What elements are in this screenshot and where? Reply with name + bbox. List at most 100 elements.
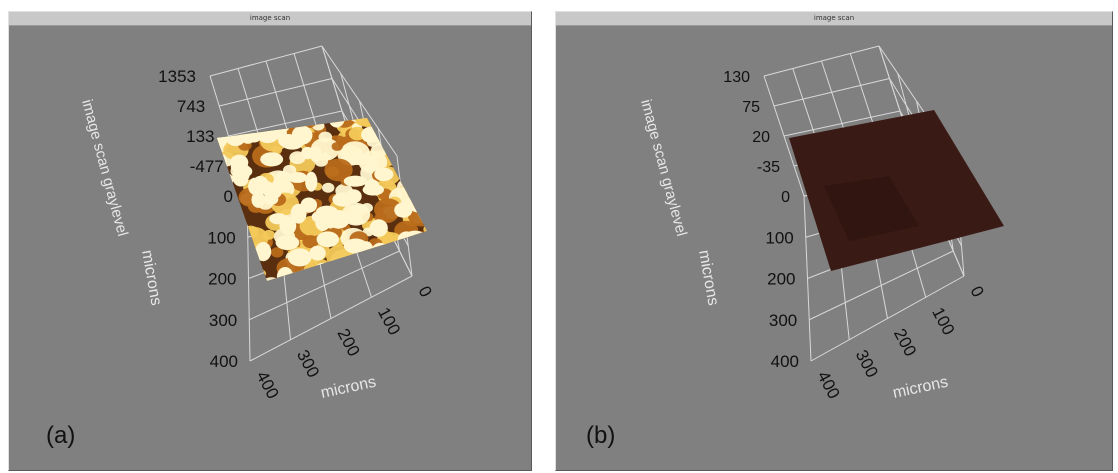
surface-grain <box>217 118 221 123</box>
surface-grain <box>240 278 259 281</box>
surface-highlight <box>366 155 379 167</box>
surface-highlight <box>291 125 313 145</box>
surface-highlight <box>255 241 272 262</box>
x-tick-label: 200 <box>890 325 920 359</box>
floor-line <box>249 250 400 321</box>
window-title-b: image scan <box>556 12 1112 26</box>
surface-highlight <box>275 235 300 251</box>
back-wall-horizontal <box>783 110 901 137</box>
surface-grain <box>387 131 408 148</box>
surface-plot-b: 1307520-3501002003004004003002001000imag… <box>637 45 1004 402</box>
surface-highlight <box>395 124 415 145</box>
surface-highlight <box>343 175 367 187</box>
surface-grain <box>410 242 427 266</box>
surface-highlight <box>223 118 245 135</box>
surface-grain <box>410 122 427 137</box>
y-tick-label: 200 <box>208 270 236 289</box>
x-tick-label: 200 <box>333 325 363 359</box>
surface-grain <box>347 273 360 281</box>
y-tick-label: 300 <box>769 311 797 330</box>
surface-highlight <box>407 126 427 145</box>
surface-grain <box>356 273 380 281</box>
surface-grain <box>331 141 343 151</box>
surface-grain <box>217 191 222 207</box>
surface-grain <box>270 247 284 258</box>
y-tick-label: 200 <box>767 270 795 289</box>
surface-grain <box>217 183 225 203</box>
z-tick-label: 133 <box>186 127 214 146</box>
surface-highlight <box>315 262 332 274</box>
surface-grain <box>217 218 219 228</box>
surface-grain <box>346 274 363 281</box>
surface-grain <box>426 118 427 121</box>
surface-highlight <box>217 118 237 126</box>
surface-highlight <box>373 128 397 144</box>
window-title-a: image scan <box>9 12 531 26</box>
x-tick-label: 100 <box>374 304 404 338</box>
surface-highlight <box>300 197 318 213</box>
surface-grain <box>217 124 226 133</box>
y-tick-label: 300 <box>209 311 237 330</box>
plot-window-a: image scan 1353 743 133 -477 0 100 200 300 400 40… <box>8 11 532 471</box>
x-tick-label: 0 <box>966 283 987 300</box>
x-axis-label: microns <box>891 374 949 402</box>
y-tick-label: 100 <box>765 228 793 247</box>
surface-highlight <box>237 165 253 178</box>
surface-grain <box>217 250 229 270</box>
surface-grain <box>321 182 335 193</box>
back-wall-horizontal <box>773 78 890 107</box>
surface-grain <box>364 248 376 257</box>
x-tick-label: 400 <box>252 368 282 402</box>
surface-grain <box>243 245 256 255</box>
back-wall-horizontal <box>228 110 343 137</box>
surface-highlight <box>218 248 239 269</box>
surface-highlight <box>316 231 340 248</box>
surface-highlight <box>251 191 266 208</box>
surface-grain <box>302 235 319 249</box>
surface-highlight <box>397 231 416 248</box>
surface-grain <box>259 277 283 281</box>
surface-grain <box>415 247 427 266</box>
side-wall-horizontal <box>321 45 398 157</box>
surface-plot-a: 1353743133-47701002003004004003002001000… <box>78 45 436 402</box>
y-axis-label: microns <box>138 249 164 307</box>
surface-highlight <box>328 118 346 128</box>
surface-grain <box>415 168 427 189</box>
z-axis-label: image scan graylevel <box>78 98 131 239</box>
surface-grain <box>324 158 353 182</box>
surface-grain <box>415 241 427 252</box>
z-tick-label: 743 <box>177 97 205 116</box>
surface-highlight <box>251 175 269 195</box>
surface-highlight <box>301 146 314 160</box>
y-tick-label: 400 <box>771 352 799 371</box>
surface-highlight <box>279 217 297 235</box>
surface-highlight <box>242 257 259 275</box>
y-tick-label: 100 <box>207 228 235 247</box>
z-tick-label: 20 <box>752 129 770 146</box>
surface-grain <box>327 266 340 277</box>
surface-highlight <box>379 243 394 256</box>
surface-highlight <box>409 157 427 177</box>
surface-highlight <box>217 179 221 196</box>
surface-grain <box>408 240 427 255</box>
surface-highlight <box>371 242 389 262</box>
surface-highlight <box>374 167 394 182</box>
surface-b <box>789 110 1004 271</box>
surface-highlight <box>376 259 392 274</box>
surface-highlight <box>217 250 228 262</box>
surface-highlight <box>376 118 394 132</box>
surface-highlight <box>394 202 413 218</box>
surface-grain <box>381 132 395 143</box>
floor-line <box>810 275 965 362</box>
z-tick-label: 0 <box>224 187 233 206</box>
surface-highlight <box>287 248 312 267</box>
back-wall-horizontal <box>763 45 880 77</box>
surface-highlight <box>222 254 235 268</box>
surface-grain <box>362 267 380 281</box>
surface-grain <box>224 210 242 224</box>
surface-highlight <box>260 152 284 167</box>
surface-highlight <box>332 192 354 207</box>
surface-highlight <box>305 171 318 192</box>
surface-grain <box>348 126 366 141</box>
z-tick-label: 130 <box>723 69 750 86</box>
